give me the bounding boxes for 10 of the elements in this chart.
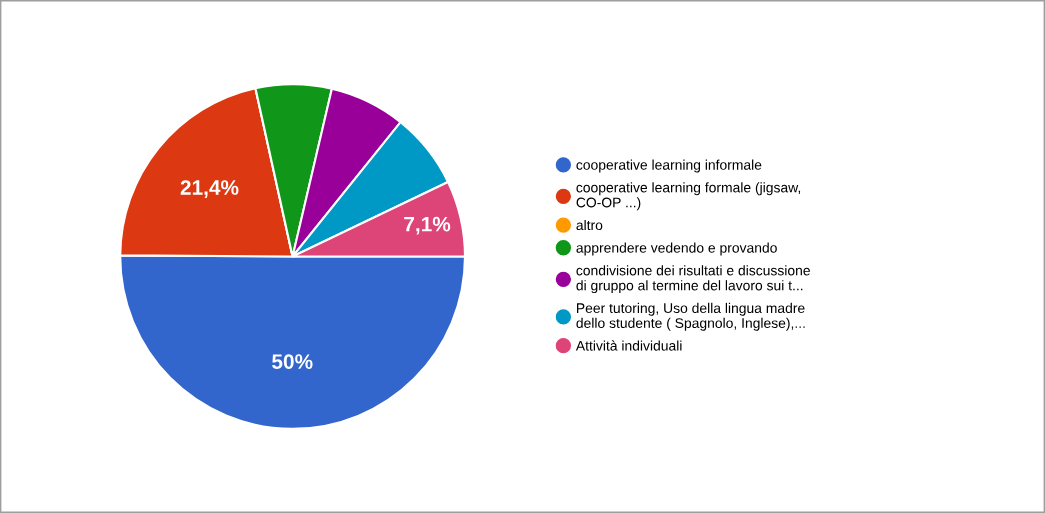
legend-label: cooperative learning informale (576, 159, 762, 173)
legend-label: condivisione dei risultati e discussione di gruppo al termine del lavoro sui t... (576, 265, 810, 294)
legend-label: Attività individuali (575, 340, 682, 351)
legend-label: altro (576, 219, 603, 231)
legend-label: apprendere vedendo e provando (576, 242, 777, 256)
data-label: 50% (272, 354, 313, 369)
data-label: 7,1% (404, 216, 451, 235)
data-label: 21,4% (180, 180, 239, 198)
legend-label: Peer tutoring, Uso della lingua madre dello studente ( Spagnolo, Inglese),... (576, 302, 805, 331)
legend-label: cooperative learning formale (jigsaw, CO-OP ...) (576, 182, 801, 211)
